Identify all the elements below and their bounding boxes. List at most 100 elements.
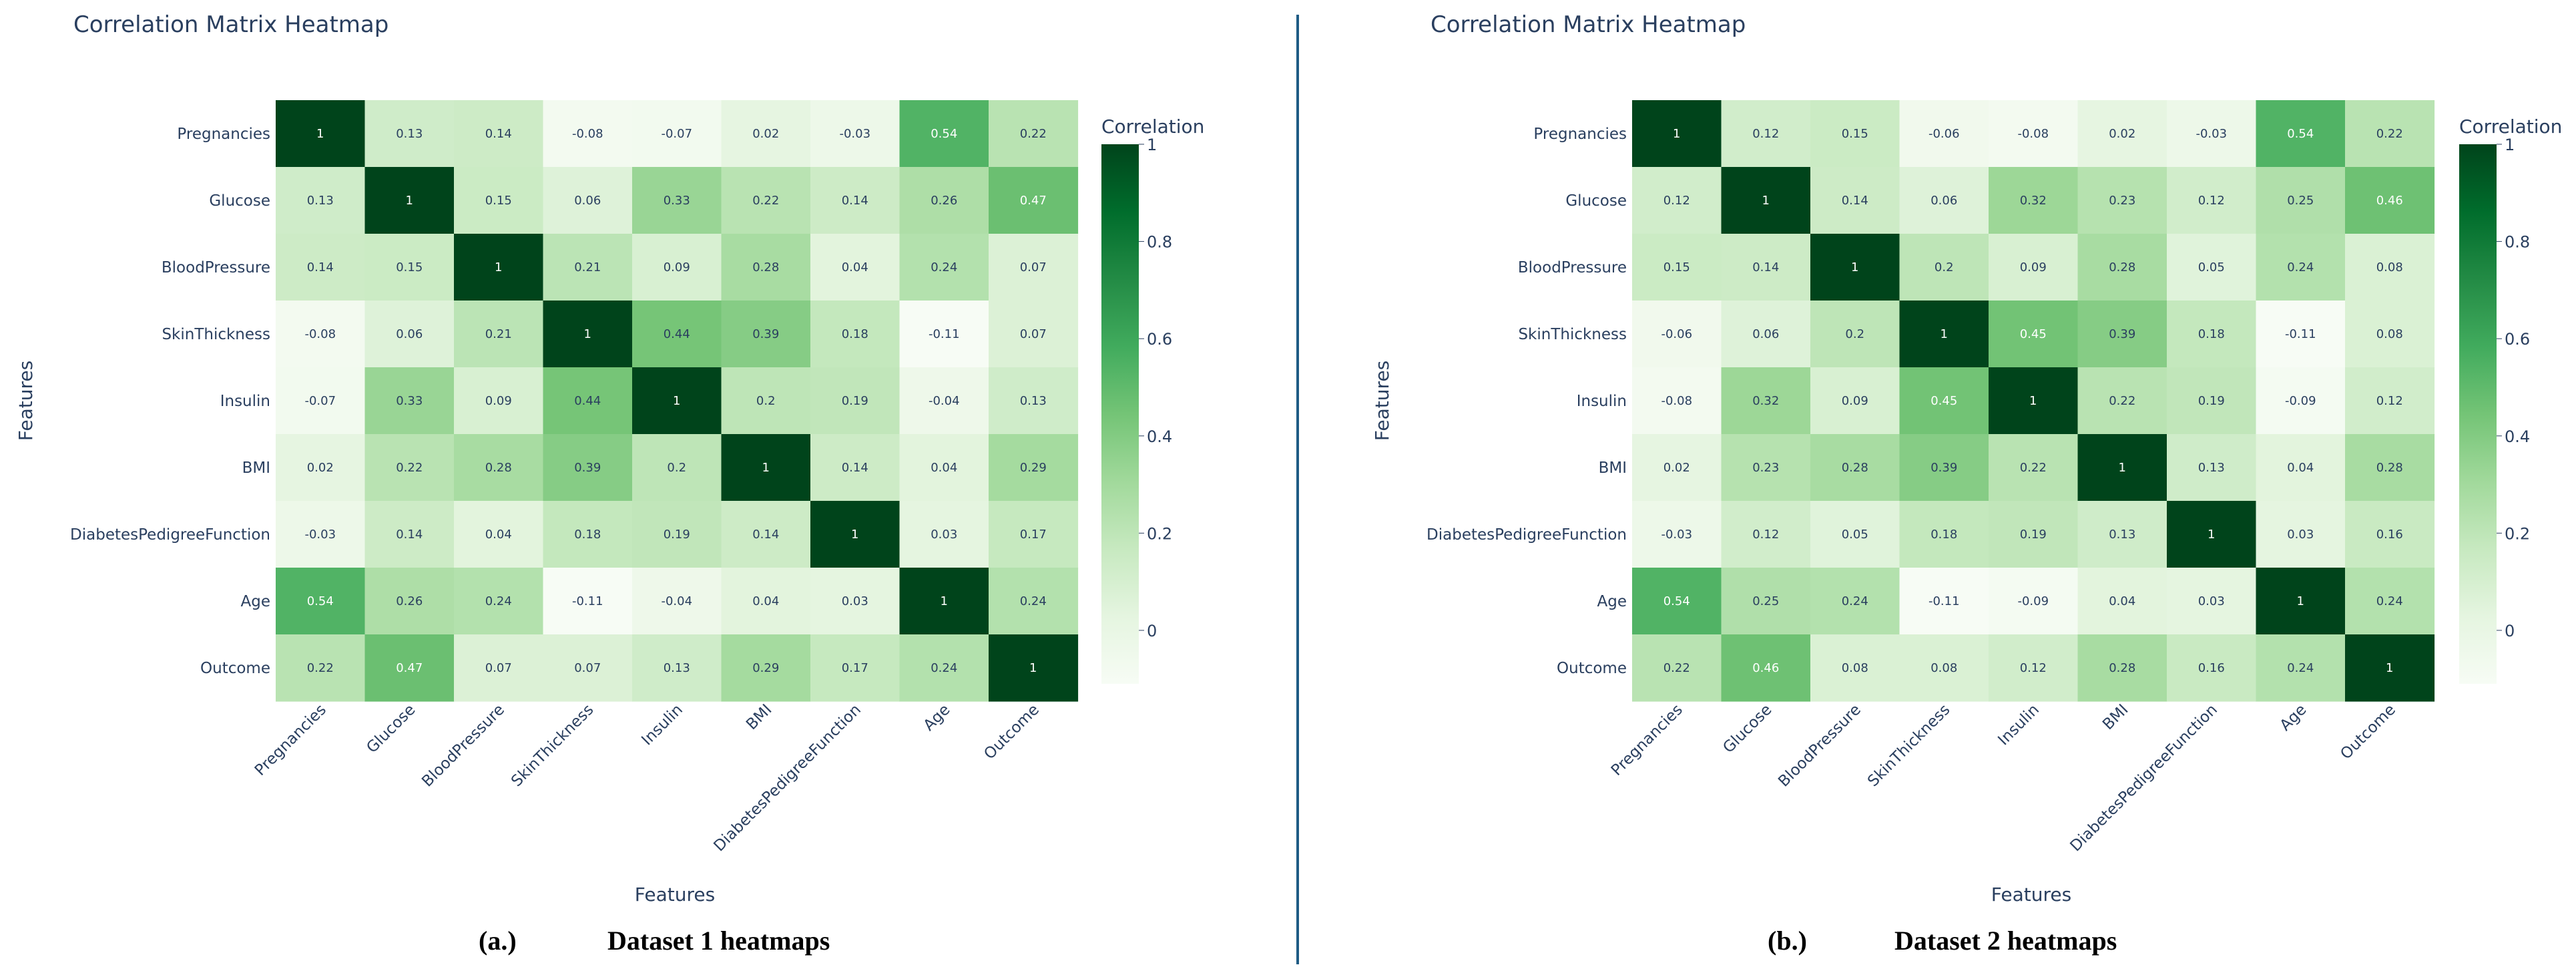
heatmap-cell[interactable]	[1899, 434, 1989, 502]
heatmap-cell[interactable]	[1721, 434, 1811, 502]
heatmap-cell[interactable]	[276, 634, 366, 702]
heatmap-cell[interactable]	[810, 167, 900, 234]
heatmap-cell[interactable]	[2345, 301, 2435, 368]
heatmap-cell[interactable]	[1899, 301, 1989, 368]
heatmap-cell[interactable]	[2345, 434, 2435, 502]
heatmap-cell[interactable]	[989, 568, 1079, 635]
heatmap-cell[interactable]	[810, 434, 900, 502]
heatmap-cell[interactable]	[2167, 234, 2257, 301]
heatmap-cell[interactable]	[2256, 234, 2346, 301]
heatmap-cell[interactable]	[1632, 434, 1722, 502]
heatmap-cell[interactable]	[2167, 634, 2257, 702]
heatmap-cell[interactable]	[2167, 301, 2257, 368]
heatmap-cell[interactable]	[632, 501, 722, 568]
heatmap-cell[interactable]	[454, 234, 544, 301]
heatmap-cell[interactable]	[2167, 501, 2257, 568]
heatmap-cell[interactable]	[899, 234, 989, 301]
heatmap-cell[interactable]	[810, 501, 900, 568]
heatmap-cell[interactable]	[1721, 234, 1811, 301]
heatmap-cell[interactable]	[721, 301, 811, 368]
heatmap-cell[interactable]	[2077, 301, 2167, 368]
heatmap-cell[interactable]	[276, 501, 366, 568]
heatmap-cell[interactable]	[364, 434, 455, 502]
heatmap-cell[interactable]	[1632, 634, 1722, 702]
heatmap-cell[interactable]	[543, 301, 633, 368]
heatmap-cell[interactable]	[899, 167, 989, 234]
heatmap-cell[interactable]	[899, 301, 989, 368]
heatmap-cell[interactable]	[721, 568, 811, 635]
heatmap-cell[interactable]	[2077, 234, 2167, 301]
heatmap-cell[interactable]	[1721, 100, 1811, 168]
heatmap-cell[interactable]	[454, 167, 544, 234]
heatmap-cell[interactable]	[721, 501, 811, 568]
heatmap-cell[interactable]	[721, 634, 811, 702]
heatmap-cell[interactable]	[543, 167, 633, 234]
heatmap-cell[interactable]	[2256, 367, 2346, 435]
heatmap-cell[interactable]	[1721, 301, 1811, 368]
heatmap-cell[interactable]	[2345, 367, 2435, 435]
heatmap-cell[interactable]	[1632, 167, 1722, 234]
heatmap-cell[interactable]	[2077, 568, 2167, 635]
heatmap-cell[interactable]	[989, 100, 1079, 168]
heatmap-cell[interactable]	[2167, 434, 2257, 502]
heatmap-cell[interactable]	[2167, 568, 2257, 635]
heatmap-cell[interactable]	[632, 100, 722, 168]
heatmap-cell[interactable]	[2077, 367, 2167, 435]
heatmap-cell[interactable]	[899, 367, 989, 435]
heatmap-cell[interactable]	[2345, 568, 2435, 635]
heatmap-cell[interactable]	[632, 634, 722, 702]
heatmap-cell[interactable]	[1632, 301, 1722, 368]
heatmap-cell[interactable]	[543, 568, 633, 635]
heatmap-cell[interactable]	[989, 301, 1079, 368]
heatmap-cell[interactable]	[1632, 501, 1722, 568]
heatmap-cell[interactable]	[810, 568, 900, 635]
heatmap-cell[interactable]	[1989, 367, 2079, 435]
heatmap-cell[interactable]	[1989, 501, 2079, 568]
heatmap-cell[interactable]	[632, 367, 722, 435]
heatmap-cell[interactable]	[543, 367, 633, 435]
heatmap-cell[interactable]	[721, 100, 811, 168]
heatmap-cell[interactable]	[2256, 434, 2346, 502]
heatmap-cell[interactable]	[2167, 100, 2257, 168]
heatmap-cell[interactable]	[632, 434, 722, 502]
heatmap-cell[interactable]	[364, 634, 455, 702]
heatmap-cell[interactable]	[543, 434, 633, 502]
heatmap-cell[interactable]	[1810, 568, 1900, 635]
heatmap-cell[interactable]	[364, 167, 455, 234]
heatmap-cell[interactable]	[899, 100, 989, 168]
heatmap-cell[interactable]	[2345, 100, 2435, 168]
heatmap-cell[interactable]	[810, 234, 900, 301]
heatmap-cell[interactable]	[1899, 634, 1989, 702]
heatmap-cell[interactable]	[989, 234, 1079, 301]
heatmap-cell[interactable]	[2256, 634, 2346, 702]
heatmap-cell[interactable]	[2256, 301, 2346, 368]
heatmap-cell[interactable]	[1899, 568, 1989, 635]
heatmap-cell[interactable]	[2345, 234, 2435, 301]
heatmap-cell[interactable]	[276, 301, 366, 368]
heatmap-cell[interactable]	[1989, 100, 2079, 168]
heatmap-cell[interactable]	[2256, 167, 2346, 234]
heatmap-cell[interactable]	[276, 167, 366, 234]
heatmap-cell[interactable]	[899, 634, 989, 702]
heatmap-cell[interactable]	[276, 100, 366, 168]
heatmap-cell[interactable]	[989, 167, 1079, 234]
heatmap-cell[interactable]	[632, 234, 722, 301]
heatmap-cell[interactable]	[364, 367, 455, 435]
heatmap-cell[interactable]	[543, 634, 633, 702]
heatmap-cell[interactable]	[454, 100, 544, 168]
heatmap-cell[interactable]	[1810, 167, 1900, 234]
heatmap-cell[interactable]	[1721, 568, 1811, 635]
heatmap-cell[interactable]	[1899, 501, 1989, 568]
heatmap-cell[interactable]	[632, 301, 722, 368]
heatmap-cell[interactable]	[2077, 100, 2167, 168]
heatmap-cell[interactable]	[276, 234, 366, 301]
heatmap-cell[interactable]	[2256, 568, 2346, 635]
heatmap-cell[interactable]	[989, 634, 1079, 702]
heatmap-cell[interactable]	[721, 167, 811, 234]
heatmap-cell[interactable]	[1989, 634, 2079, 702]
heatmap-cell[interactable]	[1899, 234, 1989, 301]
heatmap-cell[interactable]	[810, 634, 900, 702]
heatmap-cell[interactable]	[1810, 234, 1900, 301]
heatmap-cell[interactable]	[632, 167, 722, 234]
heatmap-cell[interactable]	[364, 501, 455, 568]
